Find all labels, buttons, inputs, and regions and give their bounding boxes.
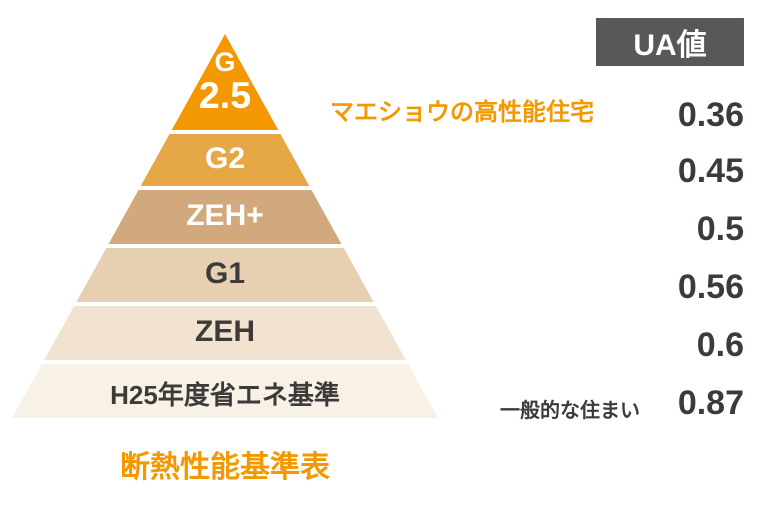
tier-label-4: ZEH (195, 315, 255, 349)
tier-label-2: ZEH+ (186, 199, 264, 233)
tier-label-0: G2.5 (199, 48, 251, 116)
tier-label-5: H25年度省エネ基準 (110, 375, 340, 412)
ua-value-1: 0.45 (678, 152, 744, 191)
ua-value-4: 0.6 (697, 326, 744, 365)
annotation-1: 一般的な住まい (500, 394, 640, 423)
annotation-0: マエショウの高性能住宅 (330, 92, 594, 127)
ua-value-2: 0.5 (697, 210, 744, 249)
tier-label-3: G1 (205, 257, 245, 291)
ua-value-0: 0.36 (678, 96, 744, 135)
infographic-stage: UA値 G2.5G2ZEH+G1ZEHH25年度省エネ基準 0.360.450.… (0, 0, 768, 512)
ua-value-3: 0.56 (678, 268, 744, 307)
tier-label-1: G2 (205, 142, 245, 176)
pyramid-svg (0, 0, 768, 512)
caption-text: 断熱性能基準表 (120, 451, 330, 484)
ua-value-5: 0.87 (678, 384, 744, 423)
caption: 断熱性能基準表 (120, 442, 330, 486)
